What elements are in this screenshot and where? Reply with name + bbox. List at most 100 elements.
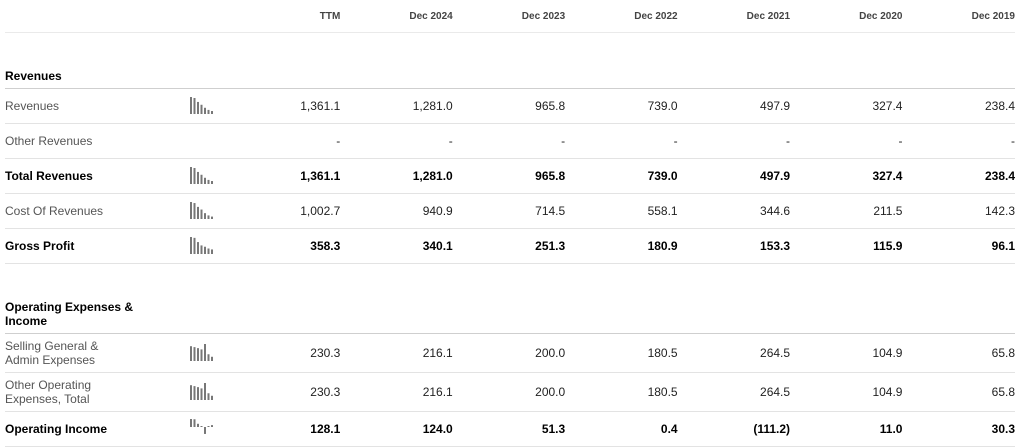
column-header-row: TTM Dec 2024 Dec 2023 Dec 2022 Dec 2021 … bbox=[5, 0, 1015, 33]
trend-sparkline-cell[interactable] bbox=[177, 372, 228, 412]
value-cell: 200.0 bbox=[452, 333, 566, 373]
row-label-text: Other Operating Expenses, Total bbox=[5, 378, 92, 406]
sparkline-bar bbox=[207, 215, 210, 219]
section-title-cell: Revenues bbox=[5, 32, 1015, 89]
table-row[interactable]: Total Revenues 1,361.1 1,281.0 965.8 739.0 49… bbox=[5, 158, 1015, 194]
sparkline-bar bbox=[200, 245, 203, 254]
trend-sparkline-cell[interactable] bbox=[177, 228, 228, 264]
row-label-text: Cost Of Revenues bbox=[5, 204, 104, 218]
sparkline-bar bbox=[200, 426, 203, 427]
section-title-cell: Operating Expenses & Income bbox=[5, 263, 1015, 334]
trend-sparkline-cell[interactable] bbox=[177, 411, 228, 447]
row-label: Operating Income bbox=[5, 411, 178, 447]
row-label-text: Gross Profit bbox=[5, 239, 75, 253]
sparkline-bar bbox=[210, 181, 213, 184]
trend-sparkline-cell[interactable] bbox=[177, 158, 228, 194]
sparkline-bar bbox=[193, 98, 196, 114]
row-label-text: Operating Income bbox=[5, 422, 108, 436]
value-cell: 65.8 bbox=[902, 333, 1015, 373]
value-cell: 230.3 bbox=[227, 333, 341, 373]
sparkline-bar bbox=[200, 174, 203, 184]
value-cell: 739.0 bbox=[565, 158, 678, 194]
value-cell: - bbox=[340, 123, 453, 159]
table-row[interactable]: Selling General & Admin Expenses 230.3 216… bbox=[5, 333, 1015, 373]
value-cell: 180.5 bbox=[565, 333, 678, 373]
sparkline-bar bbox=[196, 423, 199, 427]
section-header-row: Operating Expenses & Income bbox=[5, 263, 1015, 334]
value-cell: 340.1 bbox=[340, 228, 453, 264]
column-header-dec-2021[interactable]: Dec 2021 bbox=[677, 0, 791, 33]
value-cell: 714.5 bbox=[452, 193, 566, 229]
sparkline-bar bbox=[207, 426, 210, 427]
value-cell: 96.1 bbox=[902, 228, 1015, 264]
sparkline-bar bbox=[207, 393, 210, 400]
sparkline-bar bbox=[210, 356, 213, 361]
sparkline-bar bbox=[203, 383, 206, 400]
value-cell: 216.1 bbox=[340, 372, 453, 412]
column-header-dec-2020[interactable]: Dec 2020 bbox=[790, 0, 903, 33]
trend-sparkline-icon[interactable] bbox=[189, 95, 216, 117]
value-cell: 65.8 bbox=[902, 372, 1015, 412]
sparkline-bar bbox=[210, 395, 213, 400]
row-label-text: Total Revenues bbox=[5, 169, 93, 183]
value-cell: 965.8 bbox=[452, 158, 566, 194]
value-cell: 0.4 bbox=[565, 411, 678, 447]
header-spark-spacer bbox=[177, 0, 228, 33]
sparkline-bar bbox=[193, 386, 196, 400]
value-cell: 264.5 bbox=[677, 372, 791, 412]
trend-sparkline-cell[interactable] bbox=[177, 333, 228, 373]
section-title: Operating Expenses & Income bbox=[5, 300, 134, 328]
trend-sparkline-icon[interactable] bbox=[189, 235, 216, 257]
sparkline-bar bbox=[196, 101, 199, 114]
value-cell: 128.1 bbox=[227, 411, 341, 447]
section-header-row: Revenues bbox=[5, 32, 1015, 89]
value-cell: - bbox=[790, 123, 903, 159]
table-row[interactable]: Other Operating Expenses, Total 230.3 216.… bbox=[5, 372, 1015, 412]
trend-sparkline-icon[interactable] bbox=[189, 342, 216, 364]
sparkline-bar bbox=[203, 427, 206, 434]
trend-sparkline-icon[interactable] bbox=[189, 381, 216, 403]
sparkline-bar bbox=[203, 177, 206, 184]
value-cell: 327.4 bbox=[790, 88, 903, 124]
value-cell: 965.8 bbox=[452, 88, 566, 124]
trend-sparkline-icon[interactable] bbox=[189, 418, 216, 440]
value-cell: 230.3 bbox=[227, 372, 341, 412]
value-cell: - bbox=[902, 123, 1015, 159]
value-cell: 1,281.0 bbox=[340, 158, 453, 194]
value-cell: 200.0 bbox=[452, 372, 566, 412]
sparkline-bar bbox=[210, 111, 213, 114]
row-label: Selling General & Admin Expenses bbox=[5, 333, 178, 373]
table-row[interactable]: Gross Profit 358.3 340.1 251.3 180.9 153.3 115… bbox=[5, 228, 1015, 264]
value-cell: 327.4 bbox=[790, 158, 903, 194]
value-cell: 940.9 bbox=[340, 193, 453, 229]
table-row[interactable]: Other Revenues - - - - - - - bbox=[5, 123, 1015, 159]
column-header-dec-2024[interactable]: Dec 2024 bbox=[340, 0, 453, 33]
value-cell: - bbox=[677, 123, 791, 159]
sparkline-bar bbox=[200, 209, 203, 219]
column-header-dec-2019[interactable]: Dec 2019 bbox=[902, 0, 1015, 33]
sparkline-bar bbox=[207, 354, 210, 361]
sparkline-bar bbox=[189, 237, 192, 254]
sparkline-bar bbox=[200, 388, 203, 400]
value-cell: 264.5 bbox=[677, 333, 791, 373]
value-cell: 739.0 bbox=[565, 88, 678, 124]
column-header-dec-2023[interactable]: Dec 2023 bbox=[452, 0, 566, 33]
table-row[interactable]: Operating Income 128.1 124.0 51.3 0.4 (111.2)… bbox=[5, 411, 1015, 447]
value-cell: 124.0 bbox=[340, 411, 453, 447]
table-row[interactable]: Cost Of Revenues 1,002.7 940.9 714.5 558.1 34… bbox=[5, 193, 1015, 229]
column-header-ttm[interactable]: TTM bbox=[227, 0, 341, 33]
table-body: Revenues Revenues 1,361.1 1,281.0 965.8 739.0… bbox=[5, 32, 1015, 447]
trend-sparkline-cell[interactable] bbox=[177, 88, 228, 124]
column-header-dec-2022[interactable]: Dec 2022 bbox=[565, 0, 678, 33]
sparkline-bar bbox=[189, 419, 192, 427]
trend-sparkline-cell[interactable] bbox=[177, 193, 228, 229]
table-row[interactable]: Revenues 1,361.1 1,281.0 965.8 739.0 497.9 327… bbox=[5, 88, 1015, 124]
header-label-spacer bbox=[5, 0, 178, 33]
value-cell: - bbox=[227, 123, 341, 159]
value-cell: 497.9 bbox=[677, 88, 791, 124]
sparkline-bar bbox=[193, 347, 196, 361]
trend-sparkline-icon[interactable] bbox=[189, 200, 216, 222]
trend-sparkline-cell[interactable] bbox=[177, 123, 228, 159]
trend-sparkline-icon[interactable] bbox=[189, 165, 216, 187]
sparkline-bar bbox=[196, 348, 199, 361]
